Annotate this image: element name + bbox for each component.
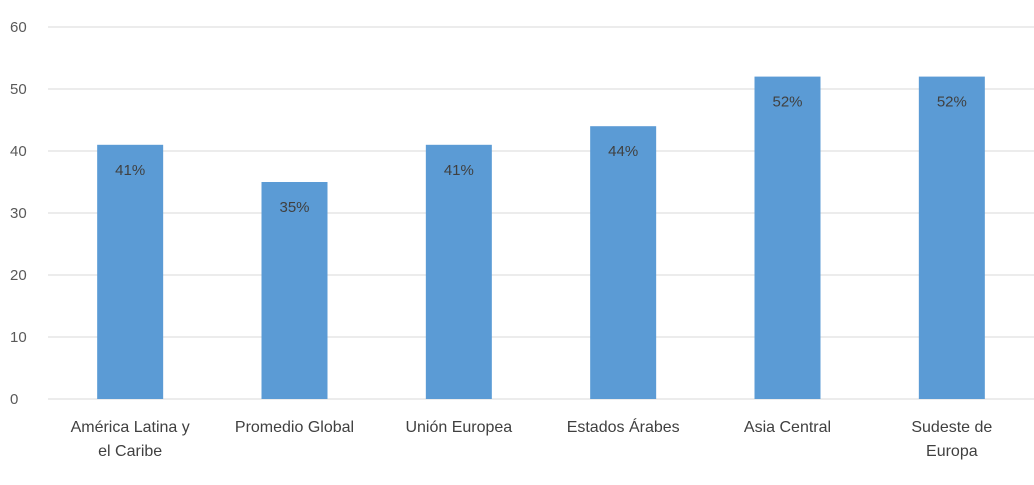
- category-label-line: Estados Árabes: [567, 417, 680, 436]
- category-label-2: Unión Europea: [405, 419, 512, 436]
- y-tick-label: 30: [10, 205, 27, 222]
- category-label-1: Promedio Global: [235, 419, 354, 436]
- bar-1: [261, 182, 328, 399]
- y-axis-tick-labels: 0 10 20 30 40 50 60: [10, 19, 27, 408]
- data-labels: 41% 35% 41% 44% 52% 52%: [115, 94, 967, 216]
- bar-0: [97, 144, 164, 399]
- bar-5: [918, 76, 985, 399]
- category-label-4: Asia Central: [744, 419, 831, 436]
- y-tick-label: 50: [10, 81, 27, 98]
- data-label-5: 52%: [937, 94, 967, 111]
- category-label-5: Sudeste de Europa: [911, 419, 992, 460]
- bar-2: [425, 144, 492, 399]
- data-label-3: 44%: [608, 143, 638, 160]
- bar-3: [590, 126, 657, 399]
- data-label-1: 35%: [279, 199, 309, 216]
- category-label-line: Unión Europea: [405, 419, 512, 436]
- category-label-3: Estados Árabes: [567, 417, 680, 436]
- y-tick-label: 10: [10, 329, 27, 346]
- category-label-line: Asia Central: [744, 419, 831, 436]
- category-label-line: América Latina y: [71, 419, 190, 436]
- y-tick-label: 40: [10, 143, 27, 160]
- category-label-line: Promedio Global: [235, 419, 354, 436]
- data-label-0: 41%: [115, 162, 145, 179]
- category-label-line: Sudeste de: [911, 419, 992, 436]
- category-label-line: Europa: [926, 443, 978, 460]
- data-label-4: 52%: [772, 94, 802, 111]
- category-label-line: el Caribe: [98, 443, 162, 460]
- category-label-0: América Latina y el Caribe: [71, 419, 190, 460]
- y-tick-label: 60: [10, 19, 27, 36]
- grid-lines: [48, 26, 1034, 400]
- x-axis-category-labels: América Latina y el Caribe Promedio Global…: [71, 417, 993, 460]
- y-tick-label: 20: [10, 267, 27, 284]
- y-tick-label: 0: [10, 391, 18, 408]
- data-label-2: 41%: [444, 162, 474, 179]
- bars: [97, 76, 985, 399]
- bar-4: [754, 76, 821, 399]
